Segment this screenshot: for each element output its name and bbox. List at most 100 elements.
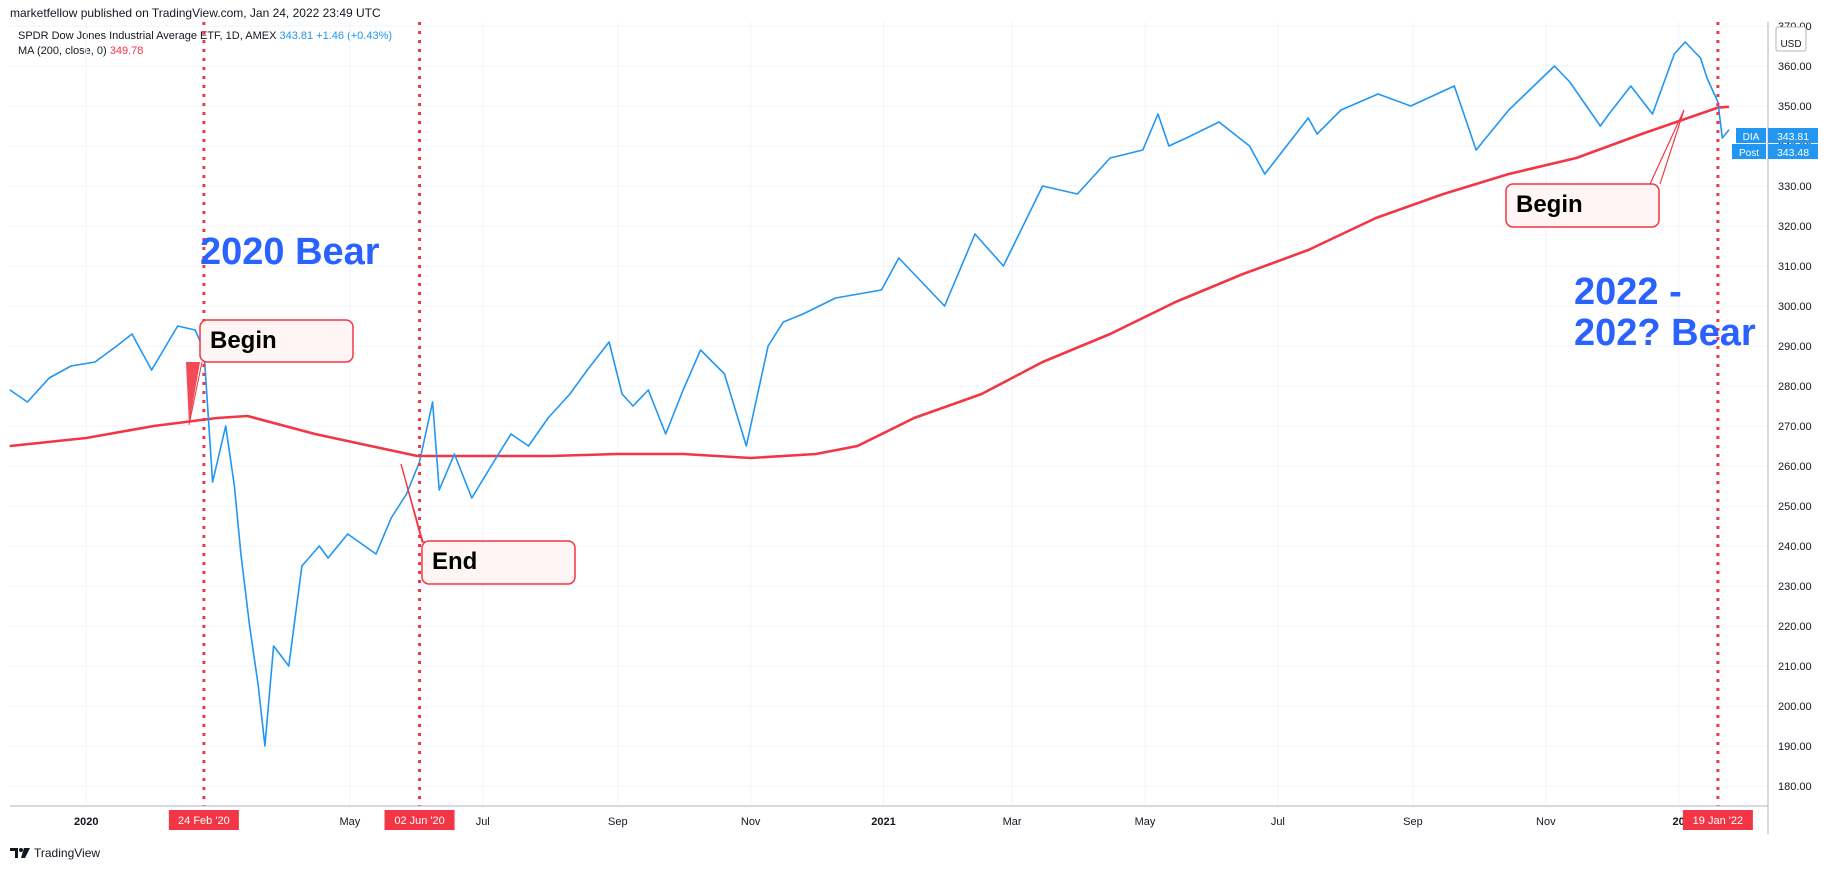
price-line-point xyxy=(327,557,329,559)
price-line-point xyxy=(240,553,242,555)
ma-line-point xyxy=(617,453,619,455)
price-line-point xyxy=(70,365,72,367)
x-tick-label: Nov xyxy=(741,816,761,828)
price-line-point xyxy=(233,485,235,487)
price-line-point xyxy=(264,745,266,747)
price-line-point xyxy=(48,377,50,379)
price-line-point xyxy=(194,329,196,331)
price-line-point xyxy=(1076,193,1078,195)
end-2020-pointer-edge xyxy=(400,463,424,543)
x-tick-label: Sep xyxy=(608,816,628,828)
price-line-point xyxy=(1728,129,1730,131)
price-line-point xyxy=(1316,133,1318,135)
ma-line-point xyxy=(1641,133,1643,135)
price-line-point xyxy=(94,361,96,363)
ma-line-point xyxy=(1728,106,1730,108)
price-line-point xyxy=(9,389,11,391)
price-line xyxy=(9,41,1730,747)
price-line-point xyxy=(1142,149,1144,151)
footer-brand[interactable]: TradingView xyxy=(10,846,100,860)
price-line-point xyxy=(418,461,421,463)
price-line-point xyxy=(621,393,623,395)
y-tick-label: 230.00 xyxy=(1778,581,1812,593)
price-line-point xyxy=(835,297,837,299)
dia-tag-box xyxy=(1736,128,1766,143)
ma-line-point xyxy=(1174,301,1177,303)
y-tick-label: 290.00 xyxy=(1778,341,1812,353)
price-line-point xyxy=(1218,121,1220,123)
price-line-point xyxy=(1264,173,1266,175)
price-line-point xyxy=(493,461,495,463)
price-line-point xyxy=(586,369,588,371)
price-line-point xyxy=(723,373,726,375)
price-line-point xyxy=(569,393,571,395)
x-tick-label: 2020 xyxy=(74,816,98,828)
price-line-point xyxy=(347,533,349,535)
x-tick-label: Mar xyxy=(1003,816,1022,828)
x-tick-label: 2021 xyxy=(871,816,895,828)
price-line-point xyxy=(1377,93,1379,95)
price-line-point xyxy=(1630,85,1632,87)
currency-box xyxy=(1775,26,1807,52)
x-tick-label: Jul xyxy=(1271,816,1285,828)
y-tick-label: 320.00 xyxy=(1778,221,1812,233)
post-value: 343.48 xyxy=(1777,147,1809,159)
price-line-point xyxy=(974,233,976,235)
price-line-point xyxy=(249,625,251,627)
last-price: 343.81 xyxy=(279,30,314,42)
begin-2020-callout[interactable] xyxy=(199,319,354,363)
price-line-point xyxy=(1684,41,1686,43)
y-tick-label: 200.00 xyxy=(1778,701,1812,713)
begin-2022-callout[interactable] xyxy=(1505,183,1660,228)
price-line-point xyxy=(131,333,133,335)
symbol-legend: SPDR Dow Jones Industrial Average ETF, 1… xyxy=(18,30,392,42)
ma-line-point xyxy=(1109,333,1111,335)
y-tick-label: 300.00 xyxy=(1778,301,1812,313)
price-line-point xyxy=(212,481,214,483)
post-tag-box xyxy=(1732,144,1766,159)
bear-2022-label-line2: 202? Bear xyxy=(1574,312,1756,354)
dia-value: 343.81 xyxy=(1777,131,1809,143)
price-line-point xyxy=(1109,157,1111,159)
price-line-point xyxy=(1721,137,1723,139)
price-line-point xyxy=(944,305,946,307)
publisher-line: marketfellow published on TradingView.co… xyxy=(10,6,381,20)
ma-line-point xyxy=(153,425,155,427)
x-tick-label: May xyxy=(339,816,360,828)
x-tick-label: 20 xyxy=(1673,816,1685,828)
y-tick-label: 220.00 xyxy=(1778,621,1812,633)
ma-line-point xyxy=(85,437,87,439)
ma-line-point xyxy=(815,453,817,455)
y-tick-label: 330.00 xyxy=(1778,181,1812,193)
price-line-point xyxy=(898,257,900,259)
price-line-point xyxy=(116,345,118,347)
price-line-point xyxy=(1706,77,1708,79)
ma-line-point xyxy=(856,445,859,447)
price-line-point xyxy=(1673,53,1675,55)
price-line-point xyxy=(880,289,883,291)
price-line-point xyxy=(608,341,610,343)
ma-line-point xyxy=(416,455,418,457)
dia-value-box xyxy=(1768,128,1818,143)
ma-line-point xyxy=(682,453,684,455)
ma-line-point xyxy=(1442,193,1444,195)
price-line-point xyxy=(547,417,549,419)
ma-line-point xyxy=(1575,157,1577,159)
ma-line-point xyxy=(216,417,218,419)
price-line-point xyxy=(632,405,634,407)
price-line-point xyxy=(745,445,747,447)
ma-line-point xyxy=(314,433,316,435)
price-line-point xyxy=(438,489,440,491)
post-tag: Post xyxy=(1739,148,1759,159)
currency-label: USD xyxy=(1780,39,1801,50)
begin-2020-text: Begin xyxy=(210,327,277,354)
price-line-point xyxy=(1410,105,1412,107)
bear-2020-label: 2020 Bear xyxy=(200,231,380,273)
price-line-point xyxy=(1475,149,1477,151)
price-line-point xyxy=(1185,137,1187,139)
price-line-point xyxy=(527,445,530,447)
price-line-point xyxy=(375,553,377,555)
price-line-point xyxy=(510,433,512,435)
end-2020-callout[interactable] xyxy=(421,540,576,585)
